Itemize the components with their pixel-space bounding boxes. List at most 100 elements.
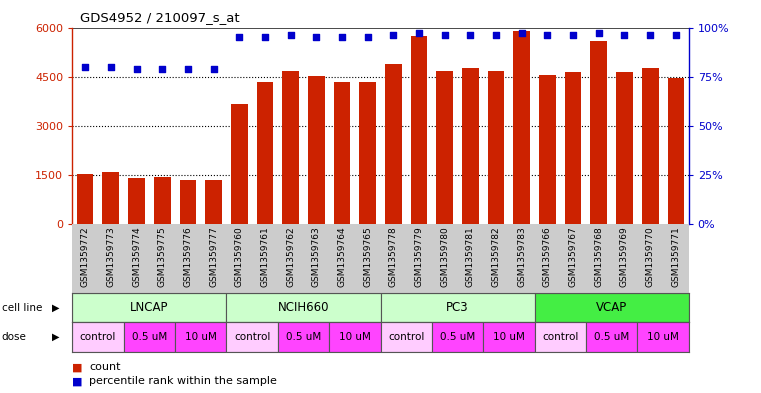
Text: GSM1359772: GSM1359772 [81,226,90,287]
Text: 0.5 uM: 0.5 uM [594,332,629,342]
FancyBboxPatch shape [72,322,123,352]
Bar [128,178,145,224]
Text: control: control [80,332,116,342]
Bar [462,68,479,224]
FancyBboxPatch shape [535,293,689,322]
FancyBboxPatch shape [535,322,586,352]
FancyBboxPatch shape [638,322,689,352]
Bar [231,105,247,224]
Bar [333,82,350,224]
Point [156,66,168,72]
Point [670,32,682,39]
FancyBboxPatch shape [175,322,227,352]
Text: GSM1359760: GSM1359760 [234,226,244,287]
Point [644,32,656,39]
Point [361,34,374,40]
Bar [154,177,170,224]
Text: ■: ■ [72,362,83,373]
Point [619,32,631,39]
Bar [385,64,402,224]
Text: ■: ■ [72,376,83,386]
Text: GSM1359774: GSM1359774 [132,226,141,287]
Bar [77,174,94,224]
Text: ▶: ▶ [52,332,59,342]
Point [438,32,451,39]
Text: 10 uM: 10 uM [185,332,217,342]
Text: 10 uM: 10 uM [647,332,679,342]
Text: PC3: PC3 [446,301,469,314]
Text: GSM1359761: GSM1359761 [260,226,269,287]
Text: count: count [89,362,120,373]
Bar [514,31,530,224]
Text: NCIH660: NCIH660 [278,301,330,314]
Point [182,66,194,72]
Text: GSM1359767: GSM1359767 [568,226,578,287]
Text: GSM1359783: GSM1359783 [517,226,527,287]
Text: GSM1359765: GSM1359765 [363,226,372,287]
Bar [180,180,196,224]
Text: control: control [542,332,578,342]
Text: GSM1359778: GSM1359778 [389,226,398,287]
FancyBboxPatch shape [227,293,380,322]
FancyBboxPatch shape [380,322,432,352]
Text: VCAP: VCAP [596,301,627,314]
Text: GSM1359779: GSM1359779 [415,226,424,287]
Text: GSM1359768: GSM1359768 [594,226,603,287]
Text: GSM1359780: GSM1359780 [440,226,449,287]
Bar [616,72,633,224]
Text: 10 uM: 10 uM [339,332,371,342]
Bar [359,82,376,224]
FancyBboxPatch shape [483,322,535,352]
Bar [565,72,581,224]
FancyBboxPatch shape [123,322,175,352]
Point [259,34,271,40]
Point [387,32,400,39]
Text: 0.5 uM: 0.5 uM [286,332,321,342]
FancyBboxPatch shape [432,322,483,352]
FancyBboxPatch shape [330,322,380,352]
Point [79,64,91,70]
Point [336,34,348,40]
Bar [591,41,607,224]
Point [310,34,323,40]
Point [208,66,220,72]
Text: GSM1359766: GSM1359766 [543,226,552,287]
Text: GSM1359769: GSM1359769 [620,226,629,287]
Text: ▶: ▶ [52,303,59,312]
Text: GSM1359782: GSM1359782 [492,226,501,287]
Bar [256,82,273,224]
FancyBboxPatch shape [72,293,227,322]
Point [413,30,425,37]
Text: dose: dose [2,332,27,342]
Bar [667,78,684,224]
Text: GSM1359770: GSM1359770 [645,226,654,287]
Bar [436,71,453,224]
Point [490,32,502,39]
Text: GSM1359781: GSM1359781 [466,226,475,287]
Text: GSM1359776: GSM1359776 [183,226,193,287]
FancyBboxPatch shape [278,322,330,352]
Bar [308,76,325,224]
Text: percentile rank within the sample: percentile rank within the sample [89,376,277,386]
Text: cell line: cell line [2,303,42,312]
Bar [103,172,119,224]
Point [516,30,528,37]
Point [233,34,245,40]
Bar [642,68,658,224]
Text: GSM1359771: GSM1359771 [671,226,680,287]
Point [593,30,605,37]
FancyBboxPatch shape [380,293,535,322]
Point [464,32,476,39]
FancyBboxPatch shape [586,322,638,352]
Text: GSM1359773: GSM1359773 [107,226,116,287]
Text: 0.5 uM: 0.5 uM [440,332,475,342]
Bar [539,75,556,224]
Bar [488,71,505,224]
Point [541,32,553,39]
Bar [282,71,299,224]
Text: GSM1359777: GSM1359777 [209,226,218,287]
Point [105,64,117,70]
Text: control: control [234,332,270,342]
Text: 10 uM: 10 uM [493,332,525,342]
Point [130,66,142,72]
